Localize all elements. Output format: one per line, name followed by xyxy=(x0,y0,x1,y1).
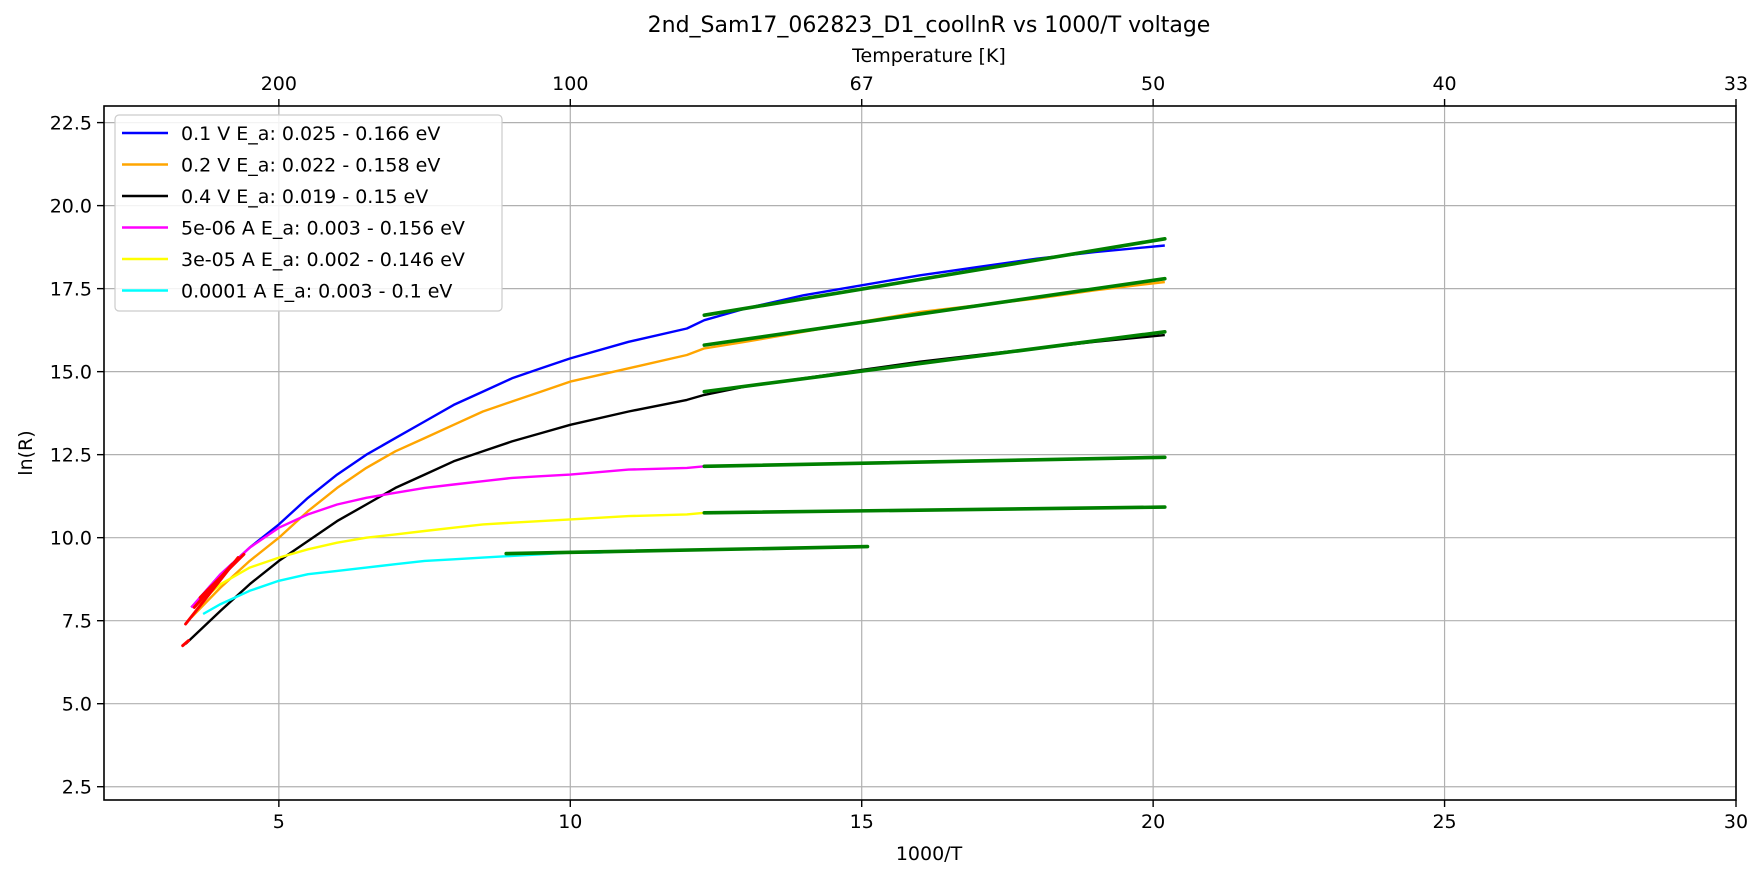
x-tick-label: 30 xyxy=(1724,811,1748,833)
top-tick-label: 100 xyxy=(552,73,588,95)
y-axis-label: ln(R) xyxy=(15,430,37,475)
y-tick-label: 10.0 xyxy=(50,528,92,550)
legend: 0.1 V E_a: 0.025 - 0.166 eV 0.2 V E_a: 0.… xyxy=(114,114,503,312)
grid-lines xyxy=(104,106,1737,800)
legend-label: 0.2 V E_a: 0.022 - 0.158 eV xyxy=(181,155,440,177)
plot-area xyxy=(181,237,1167,648)
y-tick-label: 20.0 xyxy=(50,196,92,218)
top-tick-label: 33 xyxy=(1724,73,1748,95)
legend-label: 3e-05 A E_a: 0.002 - 0.146 eV xyxy=(181,249,465,271)
top-tick-label: 67 xyxy=(850,73,874,95)
legend-label: 5e-06 A E_a: 0.003 - 0.156 eV xyxy=(181,218,465,240)
fit-line xyxy=(181,639,190,648)
y-tick-label: 15.0 xyxy=(50,362,92,384)
y-tick-label: 17.5 xyxy=(50,279,92,301)
legend-box xyxy=(114,114,503,312)
series-line xyxy=(190,280,1165,619)
fit-line xyxy=(702,237,1167,318)
top-tick-label: 200 xyxy=(261,73,297,95)
series-line xyxy=(196,511,705,606)
fit-line xyxy=(702,455,1167,469)
top-axis-label: Temperature [K] xyxy=(851,45,1006,67)
fit-line xyxy=(198,552,246,599)
legend-label: 0.0001 A E_a: 0.003 - 0.1 eV xyxy=(181,281,452,303)
y-tick-label: 22.5 xyxy=(50,113,92,135)
y-tick-label: 7.5 xyxy=(62,611,92,633)
x-tick-label: 20 xyxy=(1141,811,1165,833)
fit-line xyxy=(504,544,870,556)
series-line xyxy=(190,244,1165,609)
x-tick-label: 25 xyxy=(1432,811,1456,833)
top-tick-label: 50 xyxy=(1141,73,1165,95)
y-tick-label: 5.0 xyxy=(62,694,92,716)
legend-label: 0.1 V E_a: 0.025 - 0.166 eV xyxy=(181,123,440,145)
y-tick-label: 2.5 xyxy=(62,777,92,799)
y-tick-label: 12.5 xyxy=(50,445,92,467)
legend-label: 0.4 V E_a: 0.019 - 0.15 eV xyxy=(181,186,428,208)
x-axis-label: 1000/T xyxy=(896,843,963,865)
x-tick-label: 15 xyxy=(850,811,874,833)
fit-line xyxy=(702,276,1167,347)
axes: 5 10 15 20 25 30 200 100 67 50 40 33 2.5 5.0 7.5 10.0 12… xyxy=(50,73,1748,833)
top-tick-label: 40 xyxy=(1432,73,1456,95)
series-line xyxy=(190,465,705,609)
series-line xyxy=(184,333,1165,645)
x-tick-label: 5 xyxy=(273,811,285,833)
x-tick-label: 10 xyxy=(558,811,582,833)
chart-title: 2nd_Sam17_062823_D1_coollnR vs 1000/T vo… xyxy=(648,13,1211,38)
fit-line xyxy=(702,505,1167,515)
axes-frame xyxy=(103,105,1737,801)
fit-line xyxy=(702,329,1167,394)
